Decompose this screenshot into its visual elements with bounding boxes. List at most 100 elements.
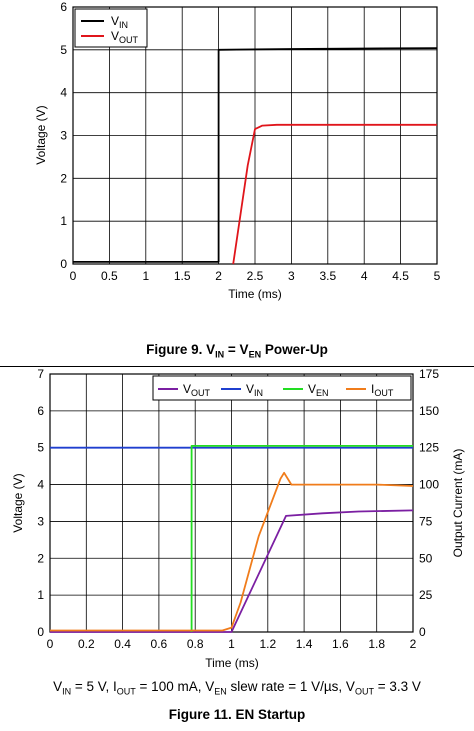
cond-text: slew rate = 1 V/µs, V [226, 679, 355, 694]
y-tick-labels: 0 1 2 3 4 5 6 7 [37, 367, 44, 639]
legend-label-sub: IN [119, 20, 128, 30]
legend-label: VOUT [111, 29, 139, 45]
cond-sub: OUT [116, 686, 136, 697]
y2-tick-label: 25 [419, 588, 433, 602]
cond-text: = 100 mA, V [135, 679, 215, 694]
x-tick-label: 0.4 [114, 637, 131, 651]
x-tick-label: 3.5 [319, 269, 336, 283]
x-tick-label: 0.2 [78, 637, 95, 651]
x-tick-label: 1.5 [174, 269, 191, 283]
x-tick-label: 3 [288, 269, 295, 283]
cond-sub: EN [214, 686, 227, 697]
series-line-vout [232, 123, 437, 265]
caption-text: Power-Up [261, 342, 328, 357]
legend-label: IOUT [371, 382, 394, 398]
grid [50, 374, 413, 632]
caption-text: = V [224, 342, 249, 357]
caption-text: Figure 9. V [146, 342, 216, 357]
y-tick-label: 2 [60, 171, 67, 185]
figure-separator [0, 366, 474, 367]
y-tick-label: 0 [60, 257, 67, 271]
x-tick-label: 4.5 [392, 269, 409, 283]
legend-label-main: V [183, 382, 191, 396]
x-tick-label: 1 [142, 269, 149, 283]
y-tick-label: 1 [60, 214, 67, 228]
y2-tick-labels: 0 25 50 75 100 125 150 175 [419, 367, 439, 639]
x-tick-label: 2 [410, 637, 417, 651]
plot-frame [72, 6, 438, 265]
y-tick-label: 3 [60, 129, 67, 143]
y-tick-label: 6 [37, 404, 44, 418]
y2-tick-label: 50 [419, 551, 433, 565]
figure-11-chart: 0 0.2 0.4 0.6 0.8 1 1.2 1.4 1.6 1.8 2 0 1 2 3 4 5 6 7 0 25… [11, 367, 465, 670]
cond-text: V [53, 679, 63, 694]
x-tick-label: 0.8 [187, 637, 204, 651]
caption-sub: IN [215, 349, 225, 360]
y2-tick-label: 175 [419, 367, 439, 381]
y-axis-label: Voltage (V) [34, 105, 48, 164]
legend-box [152, 375, 412, 401]
y-tick-label: 2 [37, 551, 44, 565]
y-tick-labels: 0 1 2 3 4 5 6 [60, 0, 67, 271]
y-tick-label: 6 [60, 0, 67, 14]
x-tick-label: 1.6 [332, 637, 349, 651]
x-tick-label: 4 [361, 269, 368, 283]
legend-label-main: V [246, 382, 254, 396]
x-axis-label: Time (ms) [228, 287, 282, 301]
y-axis-label: Voltage (V) [11, 473, 25, 532]
x-tick-label: 5 [434, 269, 441, 283]
legend-label-main: V [308, 382, 316, 396]
cond-sub: OUT [354, 686, 374, 697]
legend-label-sub: OUT [191, 388, 211, 398]
x-tick-label: 0.5 [101, 269, 118, 283]
y2-tick-label: 0 [419, 625, 426, 639]
cond-text: = 3.3 V [373, 679, 421, 694]
cond-sub: IN [62, 686, 72, 697]
x-tick-label: 1.4 [296, 637, 313, 651]
series-group [73, 47, 438, 265]
series-line-ven [190, 445, 413, 632]
x-axis-label: Time (ms) [205, 656, 259, 670]
figure-11-caption: Figure 11. EN Startup [168, 707, 306, 722]
y-tick-label: 3 [37, 514, 44, 528]
y-tick-label: 4 [37, 478, 44, 492]
y2-tick-label: 100 [419, 478, 439, 492]
legend-label-sub: OUT [119, 35, 139, 45]
legend-label-main: I [371, 382, 374, 396]
series-line-iout [50, 471, 414, 632]
y-tick-label: 5 [37, 441, 44, 455]
y-tick-label: 0 [37, 625, 44, 639]
y-tick-label: 7 [37, 367, 44, 381]
legend-label: VIN [246, 382, 263, 398]
x-tick-label: 1.8 [368, 637, 385, 651]
series-line-vin [73, 47, 438, 263]
legend-label: VOUT [183, 382, 211, 398]
caption-sub: EN [248, 349, 262, 360]
figure-9-caption: Figure 9. VIN = VEN Power-Up [0, 342, 474, 360]
y-tick-label: 1 [37, 588, 44, 602]
y2-tick-label: 125 [419, 441, 439, 455]
x-tick-label: 1.2 [259, 637, 276, 651]
x-tick-labels: 0 0.2 0.4 0.6 0.8 1 1.2 1.4 1.6 1.8 2 [47, 637, 417, 651]
legend-label: VEN [308, 382, 329, 398]
x-tick-label: 2 [215, 269, 222, 283]
legend: VOUT VIN VEN IOUT [152, 375, 412, 401]
legend-label-main: V [111, 29, 119, 43]
legend-label-main: V [111, 14, 119, 28]
x-tick-labels: 0 0.5 1 1.5 2 2.5 3 3.5 4 4.5 5 [70, 269, 441, 283]
y-tick-label: 4 [60, 86, 67, 100]
series-line-vout [50, 509, 414, 633]
x-tick-label: 0.6 [151, 637, 168, 651]
legend-label-sub: OUT [374, 388, 394, 398]
legend-label: VIN [111, 14, 128, 30]
x-tick-label: 0 [47, 637, 54, 651]
test-conditions: VIN = 5 V, IOUT = 100 mA, VEN slew rate … [0, 679, 474, 697]
legend-box [74, 8, 148, 48]
cond-text: = 5 V, I [71, 679, 117, 694]
legend-label-sub: EN [316, 388, 329, 398]
legend-label-sub: IN [254, 388, 263, 398]
x-tick-label: 1 [228, 637, 235, 651]
x-tick-label: 2.5 [247, 269, 264, 283]
